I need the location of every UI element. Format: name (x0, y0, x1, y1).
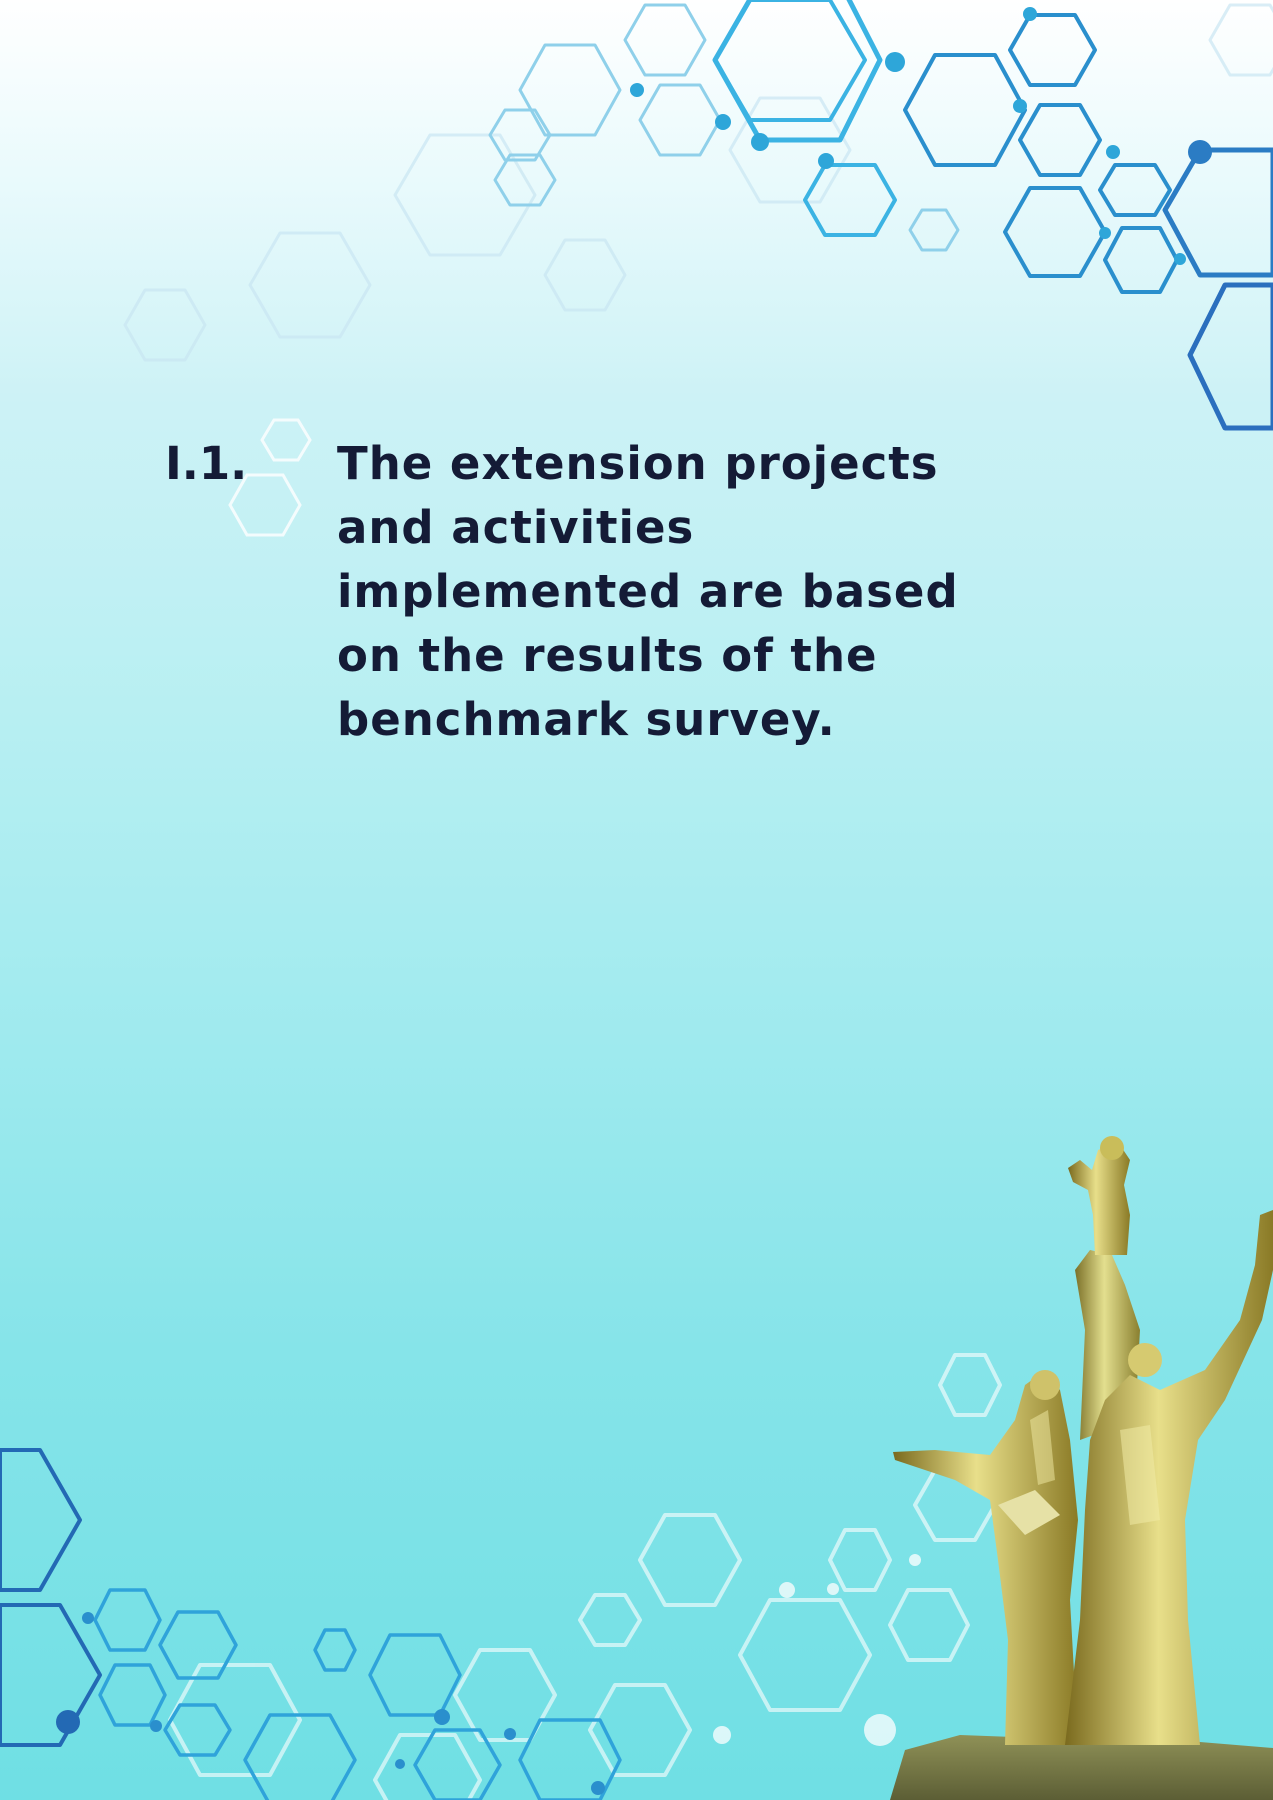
section-text: The extension projects and activities im… (337, 437, 959, 746)
hexagon-network-top (123, 0, 1273, 431)
hexagon-faint-mid (228, 418, 312, 537)
golden-statue (890, 1136, 1273, 1800)
section-number: I.1. (165, 437, 248, 490)
hexagon-network-bottom (0, 1353, 1002, 1800)
section-heading: I.1. The extension projects and activiti… (165, 432, 1005, 752)
